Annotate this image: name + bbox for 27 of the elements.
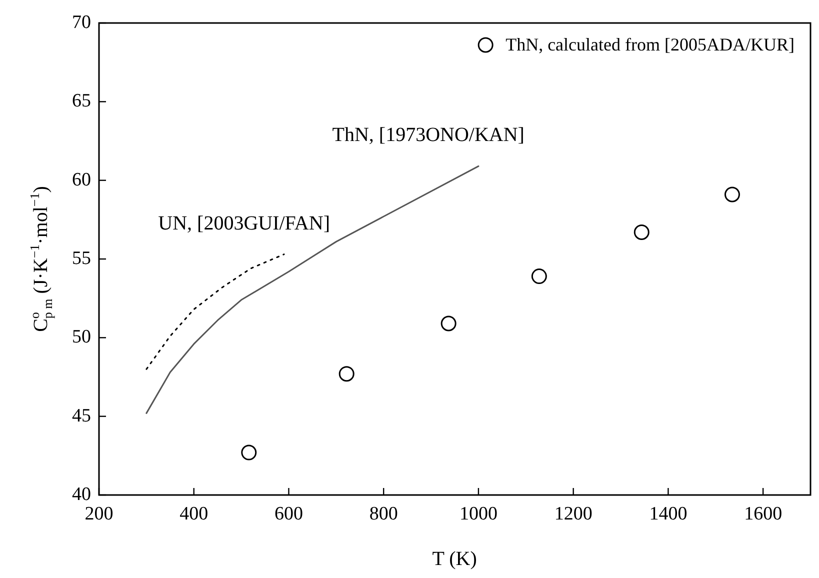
x-tick-label: 1600: [744, 503, 782, 524]
y-tick-label: 60: [72, 169, 91, 190]
x-tick-label: 1400: [649, 503, 688, 524]
x-tick-label: 1200: [554, 503, 592, 524]
point: [338, 366, 354, 382]
y-tick-label: 65: [72, 90, 91, 112]
point: [724, 186, 740, 202]
y-tick-label: 50: [72, 326, 91, 348]
x-tick-label: 200: [84, 503, 114, 524]
y-tick-label: 55: [72, 248, 91, 269]
x-tick-label: 600: [274, 503, 303, 524]
text: ThN, [1973ONO/KAN]: [332, 124, 524, 146]
point: [531, 268, 547, 284]
x-axis-title: T (K): [432, 548, 477, 570]
point: [440, 316, 456, 332]
point: [241, 444, 257, 460]
x-tick-label: 1000: [459, 503, 498, 524]
legend-label: ThN, calculated from [2005ADA/KUR]: [506, 34, 795, 55]
y-tick-label: 40: [72, 484, 91, 505]
x-tick-label: 400: [180, 503, 208, 524]
y-tick-label: 45: [72, 405, 91, 426]
x-tick-label: 800: [369, 503, 398, 524]
line-series: [146, 254, 285, 370]
y-axis-title: Cop m (J·K−1·mol−1): [27, 186, 55, 332]
point: [634, 224, 650, 240]
y-tick-label: 70: [72, 12, 91, 33]
text: UN, [2003GUI/FAN]: [158, 212, 330, 234]
